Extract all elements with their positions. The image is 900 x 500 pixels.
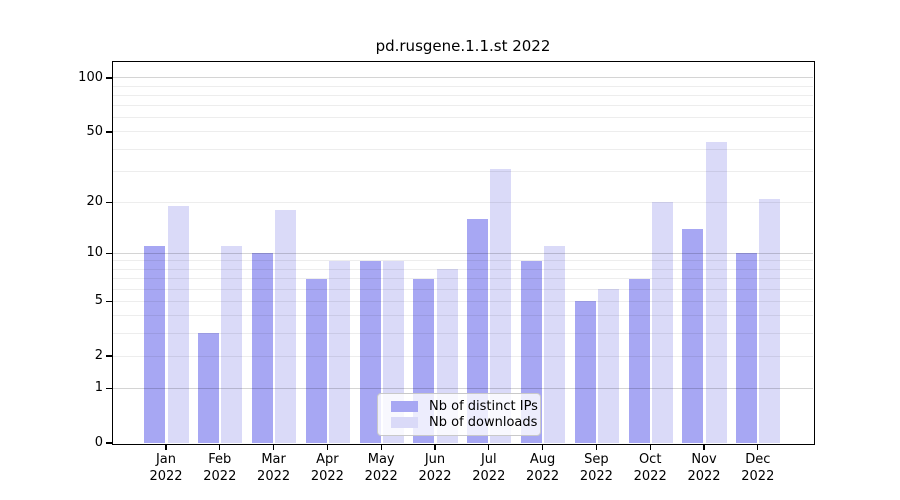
x-tick-dec (757, 444, 759, 450)
x-tick-label-sep: Sep 2022 (579, 452, 613, 484)
y-tick-label-0: 0 (94, 435, 103, 450)
gridline-minor-20 (113, 201, 813, 203)
plot-area (113, 62, 813, 443)
y-tick-20 (106, 201, 112, 203)
x-tick-label-feb: Feb 2022 (203, 452, 237, 484)
y-tick-1 (106, 387, 112, 389)
legend: Nb of distinct IPs Nb of downloads (377, 393, 541, 436)
y-tick-label-5: 5 (94, 293, 103, 309)
bar-distinct-ips-apr (305, 278, 327, 443)
bar-distinct-ips-jan (144, 246, 166, 443)
bar-downloads-nov (705, 141, 727, 443)
gridline-major-100 (113, 77, 813, 79)
gridline-minor-3 (113, 332, 813, 334)
x-tick-mar (272, 444, 275, 450)
x-tick-sep (595, 444, 598, 450)
x-tick-label-mar: Mar 2022 (257, 452, 291, 484)
legend-row-distinct-ips: Nb of distinct IPs (386, 399, 538, 414)
gridline-minor-8 (113, 268, 813, 270)
x-tick-feb (219, 444, 221, 450)
y-tick-label-20: 20 (86, 194, 103, 210)
x-tick-label-oct: Oct 2022 (633, 452, 667, 484)
bar-downloads-sep (598, 289, 619, 443)
x-tick-label-may: May 2022 (364, 452, 398, 484)
x-tick-label-aug: Aug 2022 (526, 452, 560, 484)
bar-downloads-apr (329, 260, 350, 443)
legend-label-distinct-ips: Nb of distinct IPs (429, 399, 538, 415)
bar-downloads-aug (544, 246, 566, 443)
legend-row-downloads: Nb of downloads (386, 415, 537, 430)
y-tick-label-2: 2 (94, 348, 103, 364)
y-tick-label-10: 10 (86, 245, 103, 261)
bar-downloads-jan (167, 206, 189, 443)
gridline-minor-70 (113, 105, 813, 107)
bar-distinct-ips-mar (252, 253, 273, 443)
bar-distinct-ips-feb (198, 333, 220, 443)
gridline-minor-40 (113, 148, 813, 150)
x-tick-label-nov: Nov 2022 (687, 452, 721, 484)
gridline-minor-5 (113, 300, 813, 302)
bar-distinct-ips-oct (628, 278, 650, 443)
x-tick-jun (434, 444, 436, 450)
x-tick-label-jul: Jul 2022 (472, 452, 506, 484)
y-tick-5 (106, 300, 112, 302)
bar-distinct-ips-may (359, 260, 381, 443)
bar-downloads-feb (221, 246, 243, 443)
gridline-minor-6 (113, 288, 813, 290)
gridline-minor-50 (113, 131, 813, 133)
bar-distinct-ips-jul (467, 218, 489, 443)
y-tick-100 (106, 77, 112, 79)
x-tick-aug (541, 444, 544, 450)
gridline-minor-80 (113, 94, 813, 96)
bar-downloads-oct (651, 202, 673, 443)
x-tick-label-apr: Apr 2022 (310, 452, 344, 484)
gridline-minor-90 (113, 85, 813, 87)
bar-downloads-dec (759, 198, 781, 443)
legend-swatch-distinct-ips (391, 401, 418, 413)
gridline-minor-2 (113, 355, 813, 357)
x-tick-label-jun: Jun 2022 (418, 452, 452, 484)
gridline-minor-7 (113, 278, 813, 280)
x-tick-jan (165, 444, 167, 450)
bar-downloads-jul (490, 168, 512, 443)
x-tick-apr (326, 444, 329, 450)
y-tick-10 (106, 252, 112, 254)
y-tick-label-50: 50 (86, 124, 103, 139)
y-tick-0 (106, 442, 112, 444)
y-tick-label-1: 1 (94, 380, 103, 396)
x-tick-oct (649, 444, 651, 450)
x-tick-label-jan: Jan 2022 (149, 452, 183, 484)
gridline-major-10 (113, 252, 813, 254)
gridline-minor-9 (113, 260, 813, 262)
y-tick-label-100: 100 (78, 69, 103, 85)
gridline-minor-60 (113, 117, 813, 119)
y-tick-50 (106, 131, 112, 133)
x-tick-may (380, 444, 382, 450)
x-tick-nov (703, 444, 705, 450)
bar-distinct-ips-sep (574, 301, 596, 443)
chart-title: pd.rusgene.1.1.st 2022 (375, 37, 551, 55)
legend-label-downloads: Nb of downloads (429, 414, 538, 430)
gridline-minor-4 (113, 315, 813, 317)
gridline-major-1 (113, 387, 813, 389)
legend-swatch-downloads (391, 416, 418, 428)
x-tick-label-dec: Dec 2022 (741, 452, 775, 484)
bar-distinct-ips-nov (682, 228, 704, 443)
bar-distinct-ips-dec (736, 253, 758, 443)
gridline-minor-30 (113, 170, 813, 172)
y-tick-2 (106, 355, 112, 357)
bar-downloads-mar (275, 210, 297, 443)
x-tick-jul (488, 444, 490, 450)
